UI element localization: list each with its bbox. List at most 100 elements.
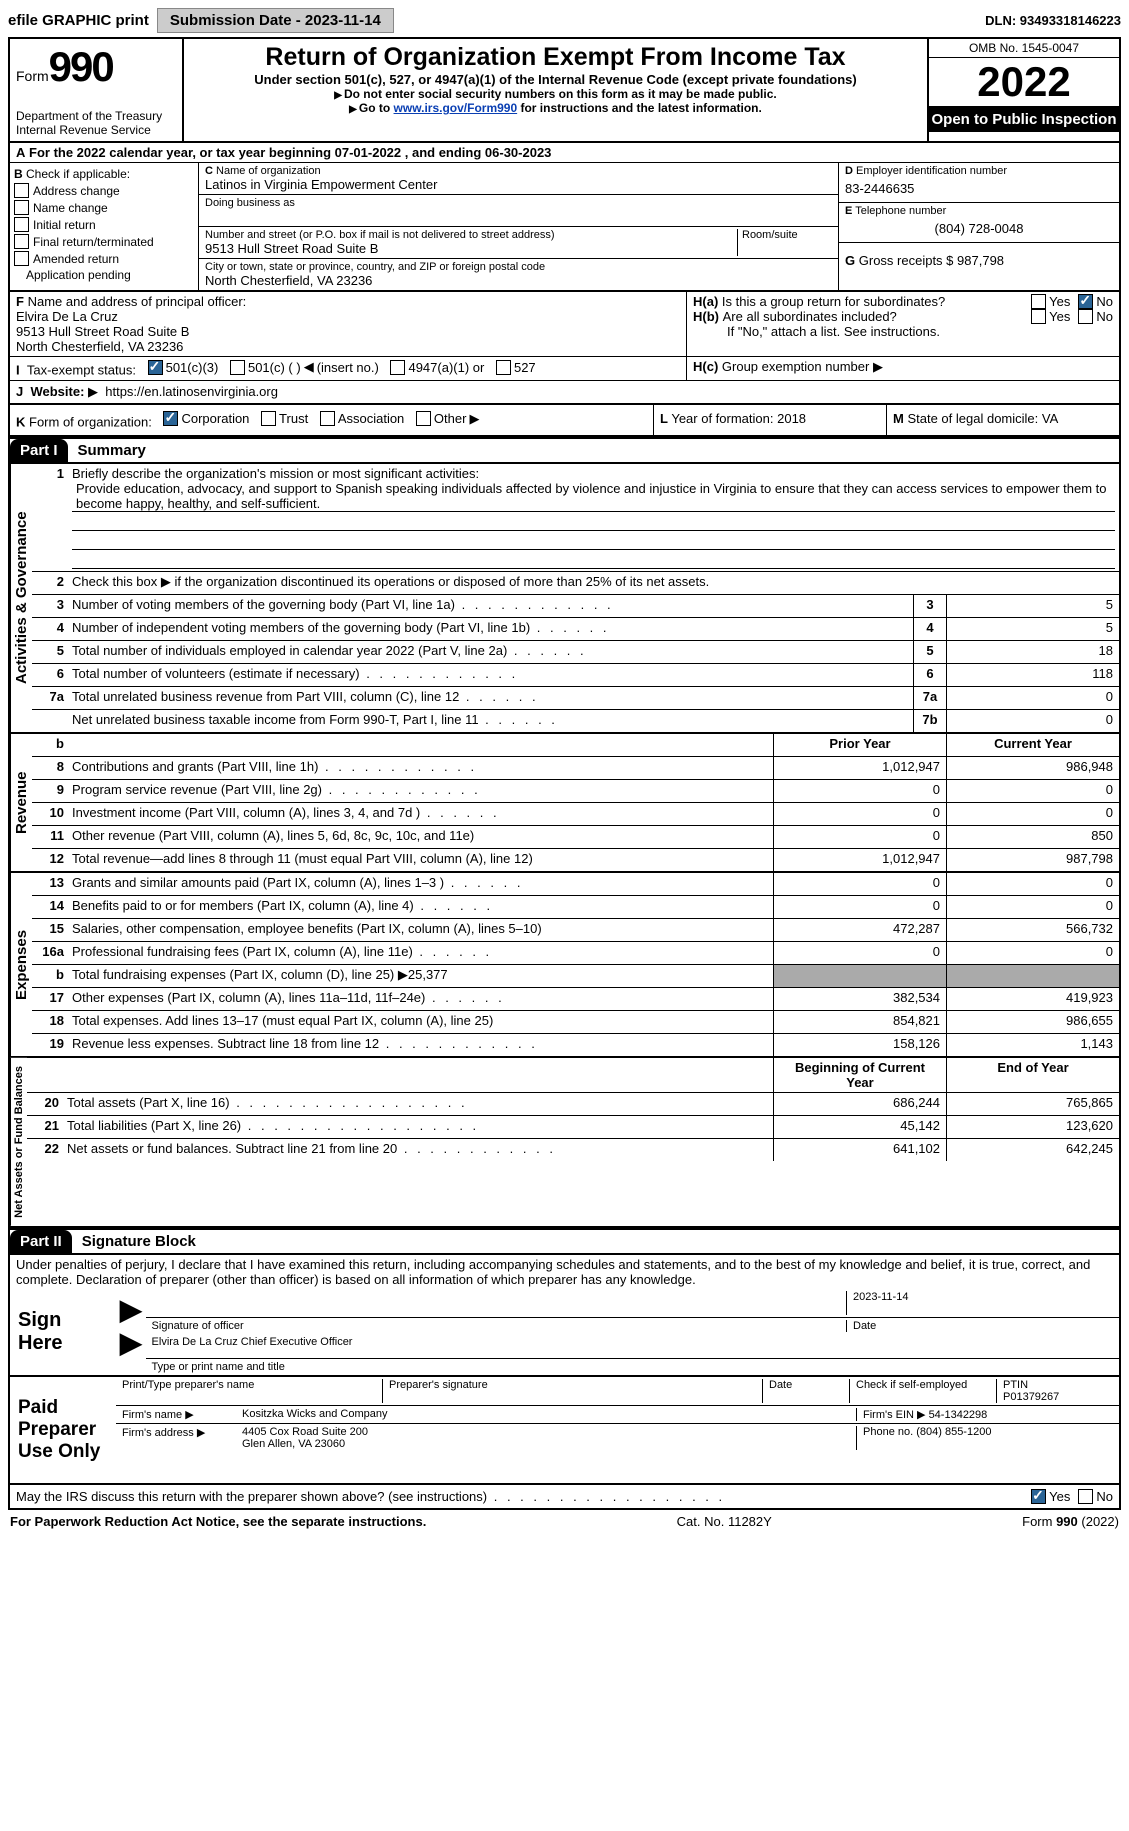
line13-prior: 0 <box>773 873 946 895</box>
ha-yes[interactable] <box>1031 294 1046 309</box>
trust-checkbox[interactable] <box>261 411 276 426</box>
mission-statement: Provide education, advocacy, and support… <box>72 481 1115 512</box>
paid-preparer-label: Paid Preparer Use Only <box>10 1377 116 1483</box>
part2-header: Part II <box>10 1230 72 1253</box>
form-word: Form <box>16 68 49 84</box>
org-name: Latinos in Virginia Empowerment Center <box>205 177 832 192</box>
group-exemption: H(c) Group exemption number ▶ <box>686 357 1119 380</box>
form-title: Return of Organization Exempt From Incom… <box>192 43 919 72</box>
may-irs-discuss: May the IRS discuss this return with the… <box>8 1485 1121 1510</box>
line7b-val: 0 <box>946 710 1119 732</box>
line19-prior: 158,126 <box>773 1034 946 1056</box>
line17-curr: 419,923 <box>946 988 1119 1010</box>
4947-checkbox[interactable] <box>390 360 405 375</box>
ptin: P01379267 <box>1003 1391 1059 1403</box>
netassets-label: Net Assets or Fund Balances <box>10 1058 27 1226</box>
line10-curr: 0 <box>946 803 1119 825</box>
firm-address: 4405 Cox Road Suite 200 <box>242 1426 368 1438</box>
line5-val: 18 <box>946 641 1119 663</box>
other-checkbox[interactable] <box>416 411 431 426</box>
line20-end: 765,865 <box>946 1093 1119 1115</box>
line16a-curr: 0 <box>946 942 1119 964</box>
line8-prior: 1,012,947 <box>773 757 946 779</box>
discuss-no[interactable] <box>1078 1489 1093 1504</box>
part1-activities: Activities & Governance 1 Briefly descri… <box>8 464 1121 734</box>
line16b-curr-shaded <box>946 965 1119 987</box>
form-header: Form990 Department of the Treasury Inter… <box>8 37 1121 143</box>
goto-line: Go to www.irs.gov/Form990 for instructio… <box>192 101 919 115</box>
group-return: H(a) Is this a group return for subordin… <box>686 292 1119 356</box>
dept-treasury: Department of the Treasury <box>16 109 176 123</box>
officer-status-block: F Name and address of principal officer:… <box>8 292 1121 405</box>
firm-phone: (804) 855-1200 <box>916 1426 991 1438</box>
declaration: Under penalties of perjury, I declare th… <box>8 1255 1121 1289</box>
ein: 83-2446635 <box>845 177 1113 200</box>
website-line: J Website: ▶ https://en.latinosenvirgini… <box>10 380 1119 403</box>
501c-checkbox[interactable] <box>230 360 245 375</box>
telephone: (804) 728-0048 <box>845 217 1113 240</box>
paid-preparer-block: Paid Preparer Use Only Print/Type prepar… <box>8 1377 1121 1485</box>
discuss-yes[interactable] <box>1031 1489 1046 1504</box>
line16b-prior-shaded <box>773 965 946 987</box>
line11-curr: 850 <box>946 826 1119 848</box>
principal-officer: F Name and address of principal officer:… <box>10 292 686 356</box>
line14-curr: 0 <box>946 896 1119 918</box>
checkbox-initial-return[interactable] <box>14 217 29 232</box>
corp-checkbox[interactable] <box>163 411 178 426</box>
room-label: Room/suite <box>742 229 832 241</box>
line21-begin: 45,142 <box>773 1116 946 1138</box>
tax-year: 2022 <box>929 58 1119 107</box>
form-of-org-row: K Form of organization: Corporation Trus… <box>8 405 1121 438</box>
line15-prior: 472,287 <box>773 919 946 941</box>
assoc-checkbox[interactable] <box>320 411 335 426</box>
ha-no[interactable] <box>1078 294 1093 309</box>
hb-yes[interactable] <box>1031 309 1046 324</box>
omb-number: OMB No. 1545-0047 <box>929 39 1119 58</box>
row-A: A For the 2022 calendar year, or tax yea… <box>10 143 1119 163</box>
submission-date: Submission Date - 2023-11-14 <box>157 8 394 33</box>
line14-prior: 0 <box>773 896 946 918</box>
irs-label: Internal Revenue Service <box>16 123 176 137</box>
checkbox-name-change[interactable] <box>14 200 29 215</box>
form-subtitle: Under section 501(c), 527, or 4947(a)(1)… <box>192 72 919 87</box>
line3-val: 5 <box>946 595 1119 617</box>
line22-end: 642,245 <box>946 1139 1119 1161</box>
checkbox-final-return[interactable] <box>14 234 29 249</box>
checkbox-amended[interactable] <box>14 251 29 266</box>
501c3-checkbox[interactable] <box>148 360 163 375</box>
line7a-val: 0 <box>946 687 1119 709</box>
sig-date: 2023-11-14 <box>846 1291 1113 1315</box>
irs-link[interactable]: www.irs.gov/Form990 <box>394 101 518 115</box>
line8-curr: 986,948 <box>946 757 1119 779</box>
firm-ein: 54-1342298 <box>929 1409 988 1421</box>
part1-revenue: Revenue bPrior YearCurrent Year 8Contrib… <box>8 734 1121 873</box>
part1-netassets: Net Assets or Fund Balances Beginning of… <box>8 1058 1121 1228</box>
street-address: 9513 Hull Street Road Suite B <box>205 241 737 256</box>
efile-label: efile GRAPHIC print <box>8 12 149 29</box>
activities-label: Activities & Governance <box>10 464 32 732</box>
line18-prior: 854,821 <box>773 1011 946 1033</box>
website: https://en.latinosenvirginia.org <box>105 384 278 399</box>
warning-line: Do not enter social security numbers on … <box>192 87 919 101</box>
part1-header: Part I <box>10 439 68 462</box>
city-label: City or town, state or province, country… <box>205 261 832 273</box>
hb-no[interactable] <box>1078 309 1093 324</box>
527-checkbox[interactable] <box>496 360 511 375</box>
checkbox-address-change[interactable] <box>14 183 29 198</box>
part1-title: Summary <box>68 442 146 459</box>
line20-begin: 686,244 <box>773 1093 946 1115</box>
revenue-label: Revenue <box>10 734 32 871</box>
city-state-zip: North Chesterfield, VA 23236 <box>205 273 832 288</box>
title-block: Return of Organization Exempt From Incom… <box>184 39 927 141</box>
page-footer: For Paperwork Reduction Act Notice, see … <box>8 1510 1121 1533</box>
year-block: OMB No. 1545-0047 2022 Open to Public In… <box>927 39 1119 141</box>
dln: DLN: 93493318146223 <box>985 13 1121 28</box>
dba-label: Doing business as <box>205 197 832 209</box>
line9-prior: 0 <box>773 780 946 802</box>
sign-here-label: Sign Here <box>10 1289 116 1375</box>
col-C-org-info: C Name of organization Latinos in Virgin… <box>199 163 838 290</box>
state-domicile: VA <box>1042 411 1058 426</box>
line6-val: 118 <box>946 664 1119 686</box>
tax-exempt-status: I Tax-exempt status: 501(c)(3) 501(c) ( … <box>10 357 686 380</box>
part1-expenses: Expenses 13Grants and similar amounts pa… <box>8 873 1121 1058</box>
